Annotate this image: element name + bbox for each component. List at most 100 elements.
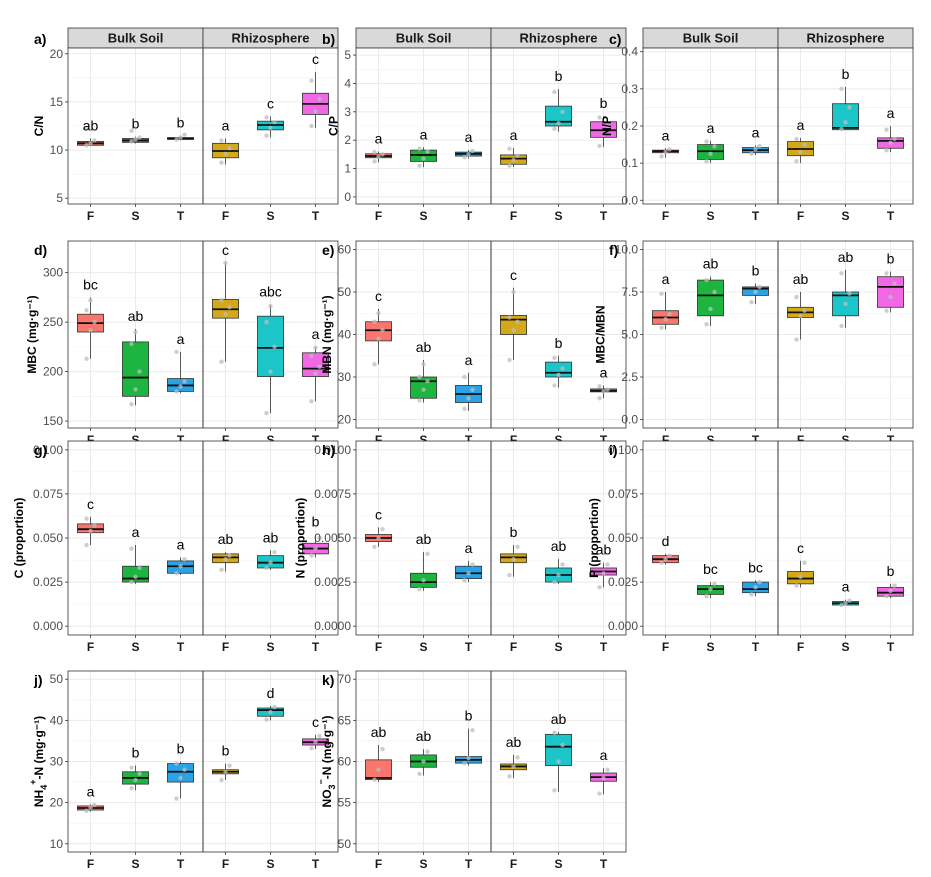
y-axis-label: N (proportion) <box>293 498 307 579</box>
x-tick-label: S <box>554 433 562 447</box>
significance-label: c <box>222 242 229 258</box>
data-point <box>753 289 758 295</box>
data-point <box>84 542 89 548</box>
significance-label: ab <box>703 256 719 272</box>
data-point <box>601 775 606 781</box>
x-tick-label: S <box>554 640 562 654</box>
significance-label: ab <box>263 529 279 545</box>
data-point <box>317 535 322 541</box>
data-point <box>704 322 709 327</box>
data-point <box>663 149 668 155</box>
panel-c: Bulk Soil Rhizosphere a Fa Sa Ta Fb Sa T 0.0 0.1 0.… <box>600 27 914 223</box>
x-tick-label: S <box>131 857 139 871</box>
data-point <box>174 761 179 766</box>
x-tick-label: F <box>87 209 94 223</box>
x-tick-label: F <box>662 209 669 223</box>
data-point <box>417 146 422 151</box>
y-tick-label: 40 <box>338 328 352 342</box>
data-point <box>84 808 89 814</box>
data-point <box>92 138 97 143</box>
data-point <box>137 771 142 777</box>
data-point <box>372 777 377 782</box>
significance-label: b <box>555 335 563 351</box>
data-point <box>515 319 520 324</box>
x-tick-label: F <box>375 209 382 223</box>
data-point <box>417 586 422 592</box>
y-tick-label: 10.0 <box>615 243 639 257</box>
data-point <box>317 733 322 739</box>
data-point <box>511 157 516 163</box>
y-tick-label: 40 <box>50 713 64 727</box>
significance-label: b <box>842 66 850 82</box>
data-point <box>884 147 889 153</box>
significance-label: a <box>87 783 95 799</box>
x-tick-label: T <box>177 640 185 654</box>
y-axis-label: MBN (mg·g⁻¹) <box>320 295 334 373</box>
data-point <box>794 583 799 588</box>
data-point <box>605 562 610 567</box>
data-point <box>178 135 183 140</box>
box <box>167 763 194 783</box>
y-tick-label: 300 <box>43 266 63 280</box>
x-tick-label: T <box>465 209 473 223</box>
significance-label: ab <box>506 734 522 750</box>
data-point <box>264 717 269 722</box>
significance-label: ab <box>416 728 432 744</box>
data-point <box>712 289 717 295</box>
data-point <box>88 528 93 534</box>
data-point <box>264 115 269 120</box>
significance-label: b <box>465 708 473 724</box>
significance-label: a <box>752 124 760 140</box>
y-tick-label: 200 <box>43 365 63 379</box>
data-point <box>507 146 512 151</box>
data-point <box>601 132 606 137</box>
data-point <box>84 356 89 361</box>
data-point <box>597 143 602 149</box>
data-point <box>757 143 762 149</box>
x-tick-label: T <box>177 857 185 871</box>
significance-label: a <box>465 352 473 368</box>
data-point <box>174 571 179 576</box>
data-point <box>839 271 844 276</box>
data-point <box>421 578 426 583</box>
data-point <box>129 786 134 791</box>
data-point <box>421 156 426 161</box>
x-tick-label: F <box>662 640 669 654</box>
y-tick-label: 0.0100 <box>314 443 351 457</box>
data-point <box>182 132 187 137</box>
data-point <box>712 581 717 587</box>
x-tick-label: S <box>419 857 427 871</box>
data-point <box>264 565 269 571</box>
y-tick-label: 0.100 <box>33 443 63 457</box>
x-tick-label: S <box>131 209 139 223</box>
data-point <box>272 119 277 125</box>
data-point <box>372 362 377 367</box>
x-tick-label: T <box>177 433 185 447</box>
y-axis-label: MBC (mg·g⁻¹) <box>25 295 39 373</box>
data-point <box>839 126 844 132</box>
data-point <box>129 579 134 585</box>
significance-label: ab <box>838 249 854 265</box>
data-point <box>92 523 97 528</box>
y-tick-label: 60 <box>338 243 352 257</box>
data-point <box>313 371 318 376</box>
data-point <box>380 328 385 333</box>
data-point <box>376 767 381 772</box>
x-tick-label: T <box>600 857 608 871</box>
box <box>302 352 329 377</box>
y-tick-label: 7.5 <box>621 285 638 299</box>
data-point <box>597 384 602 389</box>
y-tick-label: 60 <box>338 755 352 769</box>
x-tick-label: T <box>312 433 320 447</box>
x-tick-label: S <box>841 640 849 654</box>
y-tick-label: 20 <box>50 796 64 810</box>
x-tick-label: T <box>752 640 760 654</box>
x-tick-label: T <box>600 640 608 654</box>
y-tick-label: 0.0000 <box>314 619 351 633</box>
y-axis-label: MBC/MBN <box>594 306 608 364</box>
data-point <box>749 592 754 597</box>
x-tick-label: S <box>706 209 714 223</box>
data-point <box>511 764 516 769</box>
y-tick-label: 3 <box>344 105 351 119</box>
